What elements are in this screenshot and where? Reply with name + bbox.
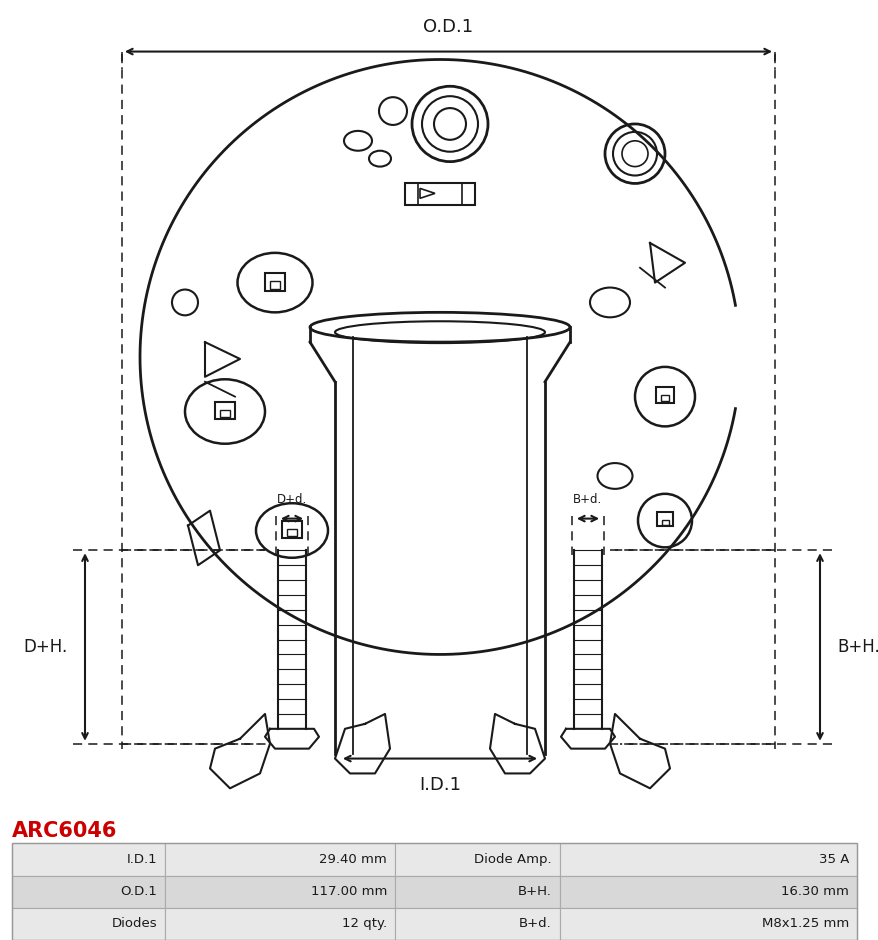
Text: 16.30 mm: 16.30 mm [781, 885, 848, 898]
Bar [215, 401, 234, 419]
Text: 35 A: 35 A [817, 853, 848, 866]
Bar [165, 843, 394, 875]
Bar [282, 521, 302, 539]
Bar [264, 273, 284, 290]
Text: I.D.1: I.D.1 [126, 853, 157, 866]
Text: D+d.: D+d. [277, 493, 306, 506]
Text: 29.40 mm: 29.40 mm [319, 853, 386, 866]
Text: B+H.: B+H. [517, 885, 551, 898]
Bar [12, 843, 165, 875]
Text: 12 qty.: 12 qty. [342, 917, 386, 931]
Text: I.D.1: I.D.1 [419, 776, 460, 794]
Bar [270, 281, 280, 289]
Bar [165, 875, 394, 908]
Bar [394, 875, 559, 908]
Bar [660, 395, 668, 400]
Text: 117.00 mm: 117.00 mm [310, 885, 386, 898]
Text: B+H.: B+H. [836, 638, 878, 656]
Text: Diodes: Diodes [112, 917, 157, 931]
Text: M8x1.25 mm: M8x1.25 mm [761, 917, 848, 931]
Bar [559, 908, 856, 940]
Bar [655, 386, 673, 402]
Bar [394, 843, 559, 875]
Bar [12, 843, 856, 940]
Bar [220, 410, 230, 417]
Bar [405, 183, 474, 205]
Text: D+H.: D+H. [24, 638, 68, 656]
Bar [287, 528, 297, 537]
Bar [661, 520, 668, 525]
Text: O.D.1: O.D.1 [423, 18, 473, 36]
Bar [165, 908, 394, 940]
Bar [12, 908, 165, 940]
Bar [559, 843, 856, 875]
Bar [559, 875, 856, 908]
Text: O.D.1: O.D.1 [120, 885, 157, 898]
Text: B+d.: B+d. [572, 493, 602, 506]
Bar [656, 511, 673, 525]
Text: B+d.: B+d. [519, 917, 551, 931]
Bar [12, 875, 165, 908]
Bar [394, 908, 559, 940]
Text: Diode Amp.: Diode Amp. [474, 853, 551, 866]
Text: ARC6046: ARC6046 [12, 822, 118, 841]
